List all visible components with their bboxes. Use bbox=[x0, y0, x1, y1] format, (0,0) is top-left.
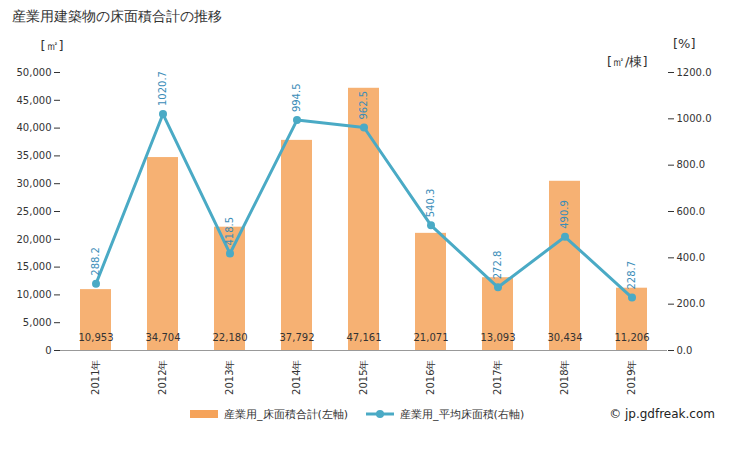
svg-text:5,000: 5,000 bbox=[23, 317, 52, 328]
svg-text:22,180: 22,180 bbox=[213, 332, 248, 343]
svg-text:1020.7: 1020.7 bbox=[157, 71, 168, 106]
html-text:産業用_床面積合計(左軸): 産業用_床面積合計(左軸) bbox=[224, 407, 349, 421]
svg-text:272.8: 272.8 bbox=[492, 251, 503, 280]
svg-text:40,000: 40,000 bbox=[17, 122, 52, 133]
svg-text:800.0: 800.0 bbox=[677, 159, 706, 170]
svg-text:30,434: 30,434 bbox=[548, 332, 583, 343]
svg-text:2017年: 2017年 bbox=[492, 360, 503, 395]
svg-text:[㎡]: [㎡] bbox=[41, 38, 64, 53]
svg-text:1000.0: 1000.0 bbox=[677, 113, 712, 124]
svg-text:288.2: 288.2 bbox=[90, 247, 101, 276]
svg-text:2015年: 2015年 bbox=[358, 360, 369, 395]
svg-text:200.0: 200.0 bbox=[677, 298, 706, 309]
svg-text:20,000: 20,000 bbox=[17, 234, 52, 245]
svg-text:[%]: [%] bbox=[673, 36, 696, 51]
svg-text:490.9: 490.9 bbox=[559, 200, 570, 229]
svg-text:34,704: 34,704 bbox=[146, 332, 181, 343]
svg-text:0: 0 bbox=[45, 345, 51, 356]
svg-text:962.5: 962.5 bbox=[358, 91, 369, 120]
svg-text:15,000: 15,000 bbox=[17, 261, 52, 272]
svg-text:418.5: 418.5 bbox=[224, 217, 235, 246]
svg-text:13,093: 13,093 bbox=[481, 332, 516, 343]
svg-text:540.3: 540.3 bbox=[425, 189, 436, 218]
svg-text:35,000: 35,000 bbox=[17, 150, 52, 161]
svg-text:45,000: 45,000 bbox=[17, 95, 52, 106]
svg-text:228.7: 228.7 bbox=[626, 261, 637, 290]
svg-text:600.0: 600.0 bbox=[677, 206, 706, 217]
html-text:産業用_平均床面積(右軸): 産業用_平均床面積(右軸) bbox=[400, 407, 525, 421]
html-text:© jp.gdfreak.com: © jp.gdfreak.com bbox=[609, 407, 715, 421]
svg-text:2018年: 2018年 bbox=[559, 360, 570, 395]
svg-text:2013年: 2013年 bbox=[224, 360, 235, 395]
svg-text:2016年: 2016年 bbox=[425, 360, 436, 395]
svg-text:994.5: 994.5 bbox=[291, 83, 302, 112]
svg-text:[㎡/棟]: [㎡/棟] bbox=[607, 54, 648, 69]
svg-text:37,792: 37,792 bbox=[280, 332, 315, 343]
svg-text:10,000: 10,000 bbox=[17, 289, 52, 300]
svg-text:25,000: 25,000 bbox=[17, 206, 52, 217]
svg-text:50,000: 50,000 bbox=[17, 67, 52, 78]
svg-text:21,071: 21,071 bbox=[414, 332, 449, 343]
svg-text:10,953: 10,953 bbox=[79, 332, 114, 343]
svg-text:11,206: 11,206 bbox=[615, 332, 650, 343]
svg-text:2014年: 2014年 bbox=[291, 360, 302, 395]
html-text:産業用建築物の床面積合計の推移: 産業用建築物の床面積合計の推移 bbox=[12, 8, 222, 24]
svg-text:400.0: 400.0 bbox=[677, 252, 706, 263]
svg-text:2019年: 2019年 bbox=[626, 360, 637, 395]
svg-text:0.0: 0.0 bbox=[677, 345, 693, 356]
svg-text:30,000: 30,000 bbox=[17, 178, 52, 189]
svg-text:2011年: 2011年 bbox=[90, 360, 101, 395]
svg-text:2012年: 2012年 bbox=[157, 360, 168, 395]
svg-text:47,161: 47,161 bbox=[347, 332, 382, 343]
svg-text:1200.0: 1200.0 bbox=[677, 67, 712, 78]
